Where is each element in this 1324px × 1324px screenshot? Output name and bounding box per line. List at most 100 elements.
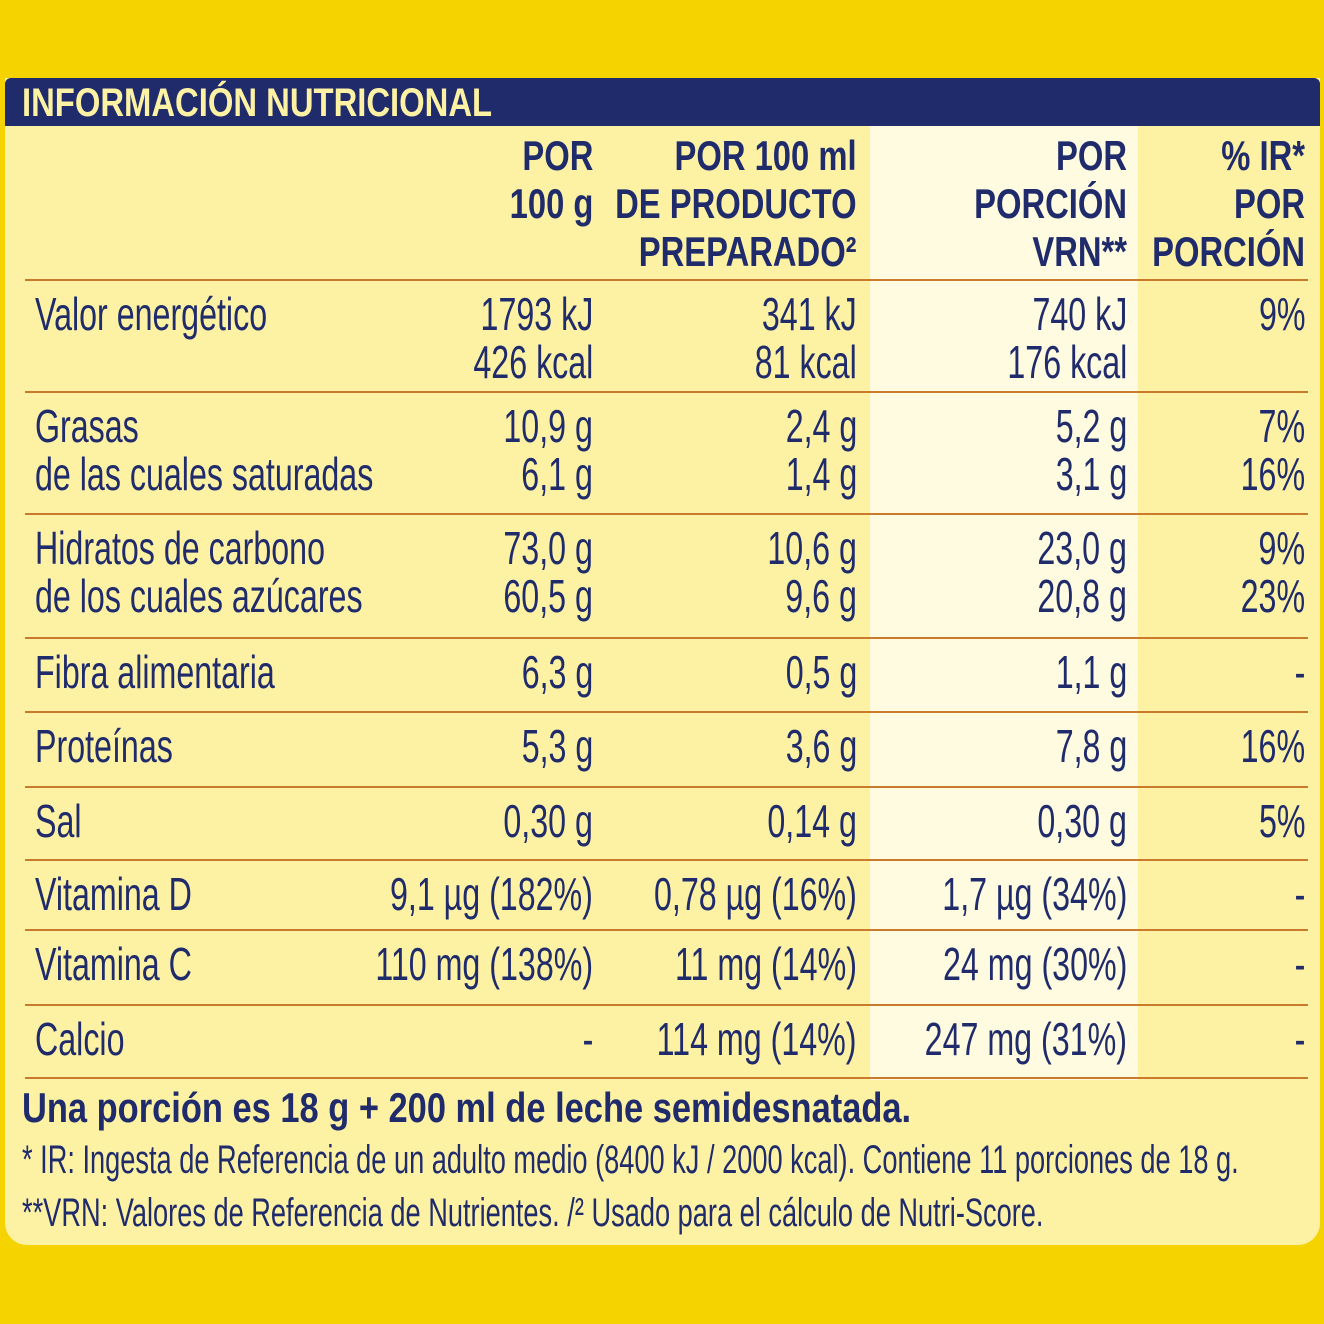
text-line: 7,8 g [1055,720,1127,772]
cell: 3,6 g [785,722,857,770]
text-line: 5,3 g [521,720,593,772]
column-header: POR 100 ml DE PRODUCTO PREPARADO² [616,132,857,276]
text-line: 16% [1240,448,1305,500]
text-line: 1,1 g [1055,646,1127,698]
cell: 0,30 g [503,797,593,845]
text-line: 247 mg (31%) [924,1013,1127,1065]
text-line: 24 mg (30%) [942,938,1127,990]
text-line: PORCIÓN [1152,228,1305,275]
text-line: 7% [1258,400,1305,452]
text-line: 740 kJ [1032,288,1127,340]
cell: 1,7 µg (34%) [942,870,1127,918]
text-line: Fibra alimentaria [35,646,275,698]
cell: 16% [1241,722,1305,770]
text-line: 0,30 g [503,795,593,847]
text-line: 23,0 g [1037,522,1127,574]
row-separator [25,711,1308,713]
cell: 73,0 g 60,5 g [503,524,593,620]
footnote: * IR: Ingesta de Referencia de un adulto… [22,1138,1239,1182]
text-line: Hidratos de carbono [35,522,325,574]
text-line: Vitamina C [35,938,192,990]
text-line: 10,6 g [767,522,857,574]
cell: - [1294,940,1305,988]
text-line: 6,3 g [521,646,593,698]
text-line: Sal [35,795,82,847]
cell: 24 mg (30%) [943,940,1127,988]
text-line: 3,6 g [785,720,857,772]
text-line: 20,8 g [1037,570,1127,622]
row-label: Hidratos de carbono de los cuales azúcare… [35,524,363,620]
row-label: Grasas de las cuales saturadas [35,402,373,498]
cell: 0,78 µg (16%) [654,870,857,918]
cell: 5,2 g 3,1 g [1055,402,1127,498]
text-line: Calcio [35,1013,125,1065]
text-line: POR [522,132,593,179]
text-line: - [1294,868,1305,920]
text-line: 176 kcal [1007,336,1127,388]
text-line: 110 mg (138%) [375,938,593,990]
text-line: Grasas [35,400,139,452]
cell: 2,4 g 1,4 g [785,402,857,498]
text-line: PREPARADO² [639,228,857,275]
row-label: Sal [35,797,82,845]
row-label: Fibra alimentaria [35,648,275,696]
row-separator [25,513,1308,515]
text-line: 9% [1258,288,1305,340]
row-separator [25,786,1308,788]
text-line: 73,0 g [503,522,593,574]
text-line: 0,5 g [785,646,857,698]
row-separator [25,929,1308,931]
text-line: PORCIÓN [974,180,1127,227]
row-separator [25,637,1308,639]
text-line: Vitamina D [35,868,192,920]
cell: - [1294,870,1305,918]
title: INFORMACIÓN NUTRICIONAL [22,81,493,125]
text-line: 3,1 g [1055,448,1127,500]
cell: 6,3 g [521,648,593,696]
text-line: 11 mg (14%) [675,938,857,990]
column-header: % IR* POR PORCIÓN [1152,132,1305,276]
column-header: POR PORCIÓN VRN** [974,132,1127,276]
text-line: - [1294,646,1305,698]
cell: 11 mg (14%) [675,940,857,988]
cell: 247 mg (31%) [925,1015,1127,1063]
cell: 0,5 g [785,648,857,696]
text-line: 9,1 µg (182%) [390,868,593,920]
cell: 7% 16% [1241,402,1305,498]
serving-note: Una porción es 18 g + 200 ml de leche se… [22,1084,912,1131]
text-line: 5% [1258,795,1305,847]
cell: 10,6 g 9,6 g [767,524,857,620]
title-bar [5,78,1320,126]
text-line: 23% [1240,570,1305,622]
cell: - [582,1015,593,1063]
cell: 114 mg (14%) [657,1015,857,1063]
cell: 5,3 g [521,722,593,770]
text-line: 1793 kJ [480,288,593,340]
cell: 9,1 µg (182%) [390,870,593,918]
text-line: - [582,1013,593,1065]
text-line: 100 g [509,180,593,227]
row-separator [25,391,1308,393]
row-separator [25,1077,1308,1079]
text-line: 16% [1240,720,1305,772]
text-line: 9,6 g [785,570,857,622]
text-line: Proteínas [35,720,173,772]
text-line: 5,2 g [1055,400,1127,452]
text-line: 2,4 g [785,400,857,452]
text-line: Valor energético [35,288,268,340]
text-line: 1,7 µg (34%) [941,868,1127,920]
text-line: % IR* [1221,132,1305,179]
row-separator [25,1004,1308,1006]
cell: 1793 kJ 426 kcal [473,290,593,386]
row-label: Proteínas [35,722,173,770]
cell: 23,0 g 20,8 g [1037,524,1127,620]
text-line: 341 kJ [762,288,857,340]
text-line: 1,4 g [785,448,857,500]
cell: 10,9 g 6,1 g [503,402,593,498]
text-line: 0,30 g [1037,795,1127,847]
cell: 740 kJ 176 kcal [1007,290,1127,386]
footnote: **VRN: Valores de Referencia de Nutrient… [22,1191,1044,1235]
text-line: 0,78 µg (16%) [654,868,857,920]
text-line: 81 kcal [754,336,857,388]
